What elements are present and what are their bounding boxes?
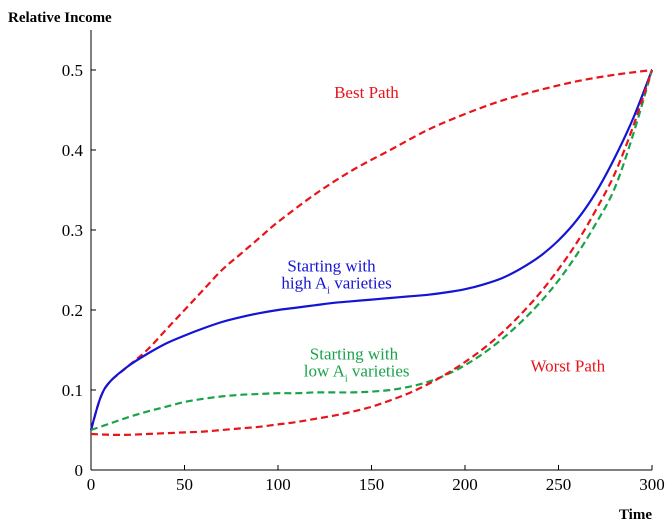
annotation-low-line2: low Ai varieties [304,362,410,385]
x-tick-label: 50 [176,475,193,494]
x-tick-label: 150 [359,475,385,494]
annotation-high-line1: Starting with [287,257,376,276]
y-tick-label: 0.3 [62,221,83,240]
x-tick-label: 100 [265,475,291,494]
series-lines [89,68,654,436]
annotation-low-line1: Starting with [310,345,399,364]
annotation-high-text: high A [281,274,328,293]
x-axis-label: Time [619,507,652,523]
series-best-line [89,68,653,431]
x-tick-label: 0 [87,475,96,494]
annotation-low-subscript: i [345,374,348,385]
y-tick-label: 0.5 [62,61,83,80]
annotation-high-line2: high Ai varieties [281,274,391,297]
x-tick-label: 300 [639,475,665,494]
y-axis-label: Relative Income [8,10,112,26]
annotation-low-text-end: varieties [348,362,410,381]
annotation-high-text-end: varieties [330,274,392,293]
annotation-high-subscript: i [327,286,330,297]
series-high-line [89,69,654,431]
series-worst-line [90,69,654,436]
annotation-best-line1: Best Path [334,83,399,102]
x-tick-label: 250 [546,475,572,494]
y-tick-label: 0.1 [62,381,83,400]
annotation-worst-line1: Worst Path [530,357,605,376]
annotation-low-text: low A [304,362,346,381]
x-ticks: 0 50 100 150 200 250 300 [87,465,665,494]
y-tick-label: 0.4 [62,141,84,160]
x-tick-label: 200 [452,475,478,494]
series-low-line [90,69,654,432]
y-ticks: 0 0.1 0.2 0.3 0.4 0.5 [62,61,96,480]
y-tick-label: 0.2 [62,301,83,320]
y-tick-label: 0 [75,461,84,480]
